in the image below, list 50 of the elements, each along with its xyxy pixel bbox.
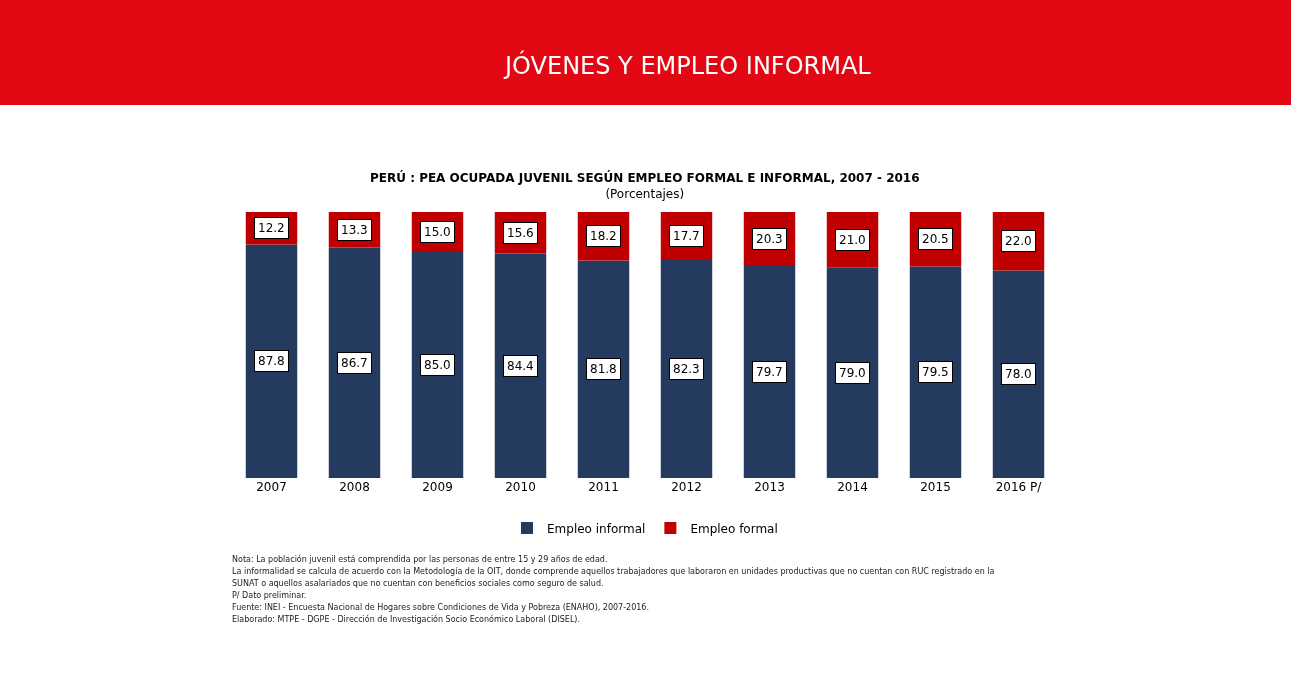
- data-label: 21.0: [839, 233, 866, 247]
- bar: [826, 267, 879, 478]
- data-label: 79.5: [922, 365, 949, 379]
- legend-label: Empleo formal: [690, 521, 778, 536]
- text: La informalidad se calcula de acuerdo con la Metodología de la OIT, donde comprende aquellos trabajadores que laboraron en unidades productivas que no cuentan con RUC registrado en la: [232, 567, 995, 576]
- bar: [660, 259, 713, 478]
- bar: [245, 244, 298, 478]
- data-label: 15.0: [424, 225, 451, 239]
- chart-title: JÓVENES Y EMPLEO INFORMAL: [503, 50, 872, 80]
- x-tick-label: 2012: [671, 480, 702, 494]
- bar: [992, 270, 1045, 478]
- data-label: 20.5: [922, 232, 949, 246]
- x-tick-label: 2007: [256, 480, 287, 494]
- data-label: 15.6: [507, 226, 534, 240]
- data-label: 13.3: [341, 223, 368, 237]
- text: Nota: La población juvenil está comprendida por las personas de entre 15 y 29 años de edad.: [232, 554, 608, 564]
- x-tick-label: 2009: [422, 480, 453, 494]
- data-label: 20.3: [756, 232, 783, 246]
- data-label: 84.4: [507, 359, 534, 373]
- x-tick-label: 2015: [920, 480, 951, 494]
- data-label: 79.7: [756, 365, 783, 379]
- text: P/ Dato preliminar.: [232, 591, 307, 600]
- text: SUNAT o aquellos asalariados que no cuentan con beneficios sociales como seguro de salud.: [232, 579, 604, 588]
- data-label: 79.0: [839, 366, 866, 380]
- x-tick-label: 2016 P/: [995, 480, 1043, 494]
- data-label: 78.0: [1005, 367, 1032, 381]
- bar: [411, 251, 464, 478]
- bar: [909, 266, 962, 478]
- x-tick-label: 2013: [754, 480, 785, 494]
- bar: [328, 247, 381, 478]
- data-label: 22.0: [1005, 234, 1032, 248]
- x-tick-label: 2008: [339, 480, 370, 494]
- data-label: 81.8: [590, 362, 617, 376]
- source-note: Fuente: INEI - Encuesta Nacional de Hogares sobre Condiciones de Vida y Pobreza (ENAHO), 2007-2016.: [232, 603, 649, 612]
- x-tick-label: 2011: [588, 480, 619, 494]
- data-label: 17.7: [673, 229, 700, 243]
- legend-label: Empleo informal: [547, 521, 646, 536]
- bar: [577, 260, 630, 478]
- x-tick-label: 2014: [837, 480, 868, 494]
- data-label: 82.3: [673, 362, 700, 376]
- data-label: 12.2: [258, 221, 285, 235]
- data-label: 85.0: [424, 358, 451, 372]
- bar: [494, 253, 547, 478]
- bar: [743, 266, 796, 478]
- text: Elaborado: MTPE - DGPE - Dirección de Investigación Socio Económico Laboral (DISEL).: [232, 614, 580, 624]
- data-label: 87.8: [258, 354, 285, 368]
- data-label: 18.2: [590, 229, 617, 243]
- chart-subtitle: PERÚ : PEA OCUPADA JUVENIL SEGÚN EMPLEO FORMAL E INFORMAL, 2007 - 2016 (Porcentajes): [370, 170, 920, 201]
- data-label: 86.7: [341, 356, 368, 370]
- x-tick-label: 2010: [505, 480, 536, 494]
